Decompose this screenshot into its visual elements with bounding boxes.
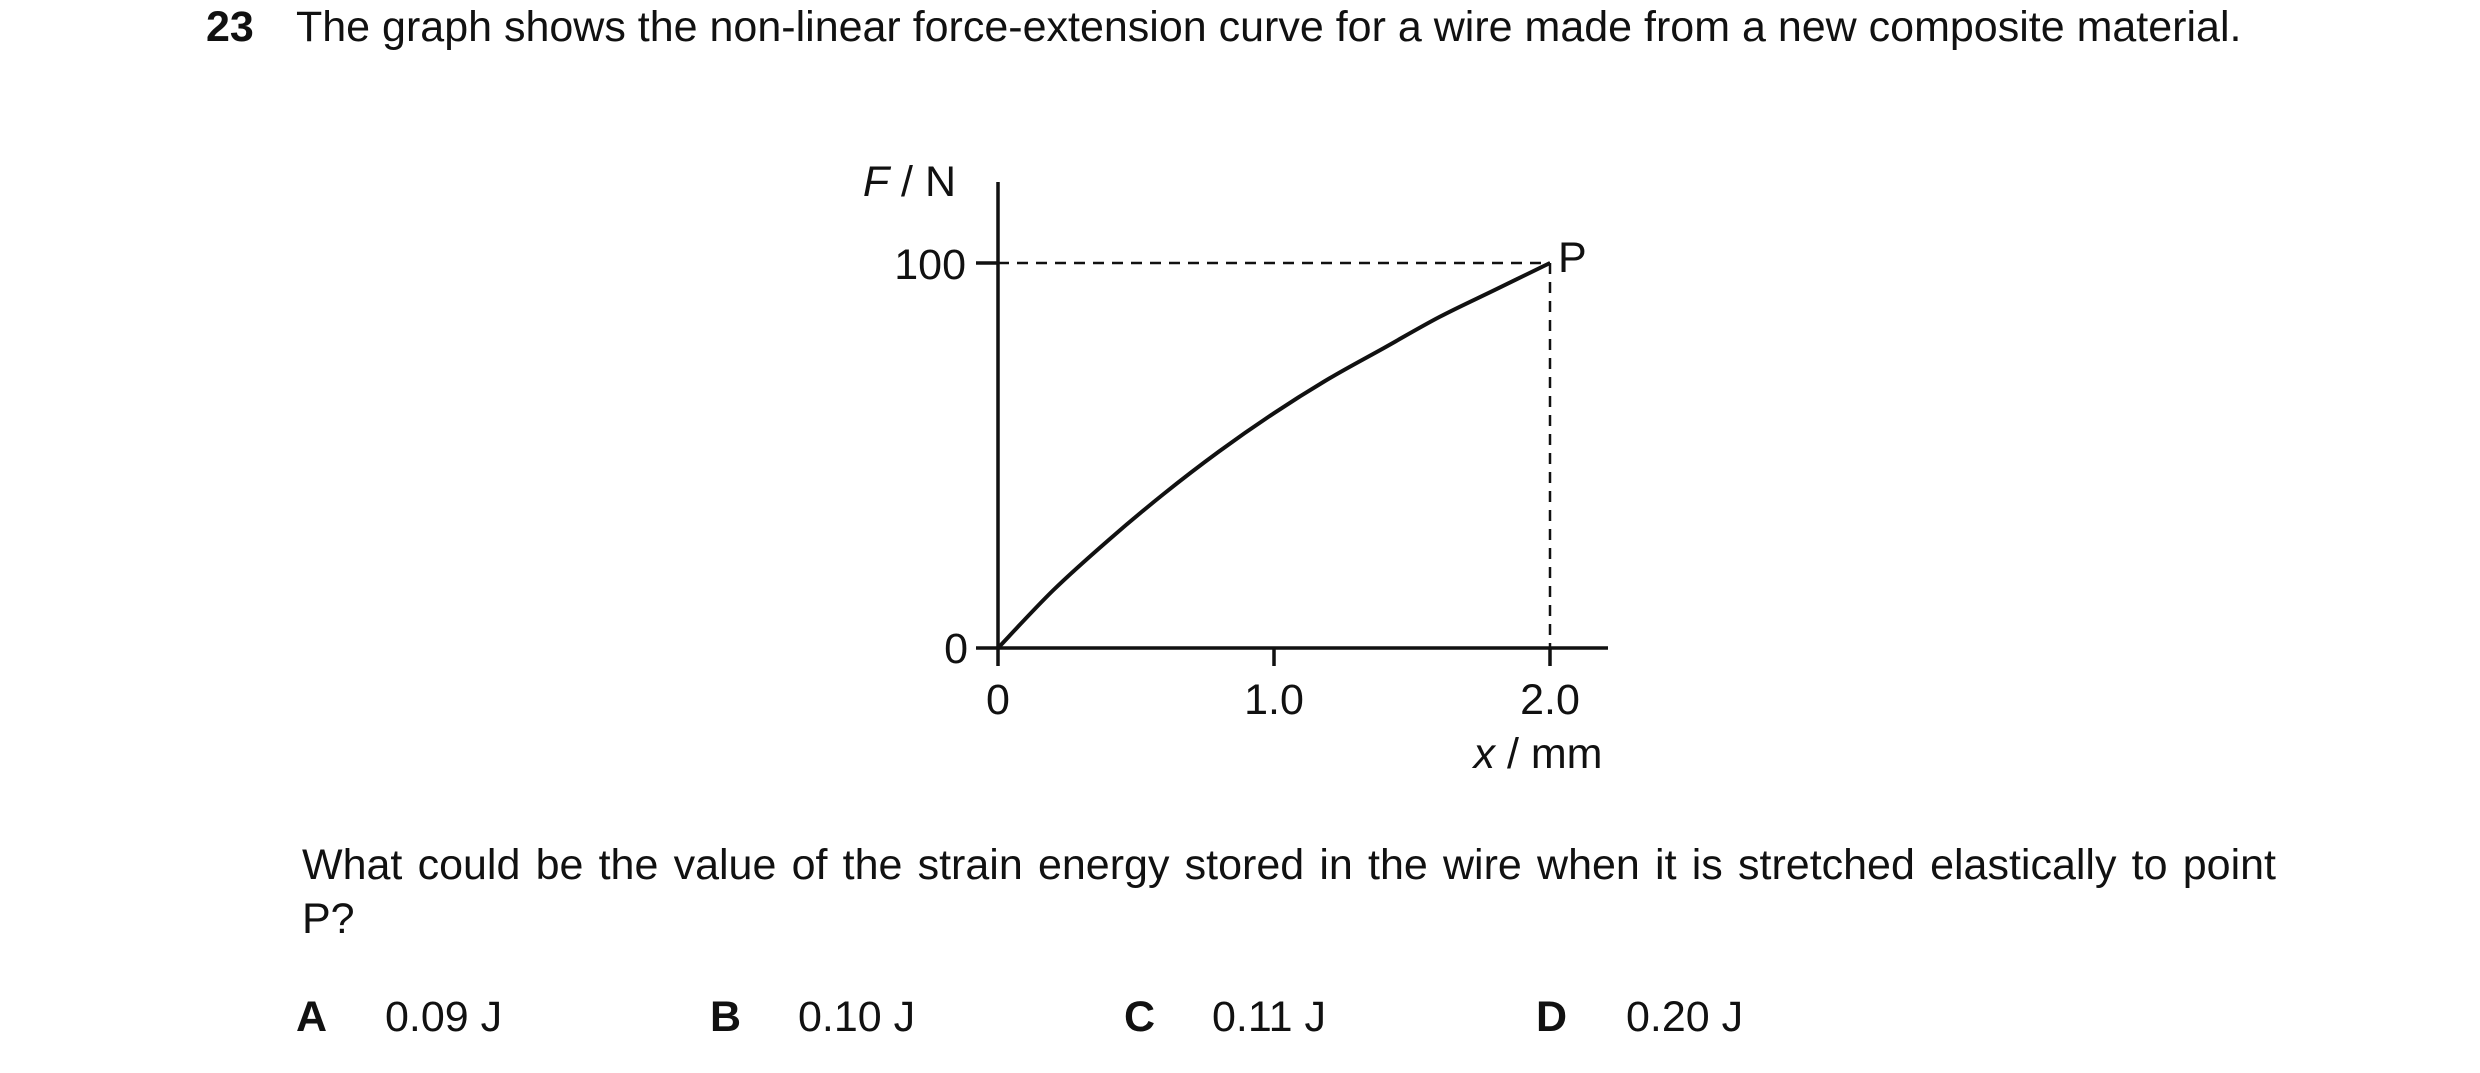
question-prompt: What could be the value of the strain en…: [302, 841, 2276, 943]
x-axis-variable: x: [1472, 730, 1497, 778]
y-axis-label: F / N: [863, 158, 956, 206]
option-b-letter: B: [710, 993, 742, 1041]
option-a-letter: A: [296, 993, 328, 1041]
option-c-value: 0.11 J: [1212, 993, 1326, 1041]
y-axis-variable: F: [863, 158, 892, 206]
option-c-letter: C: [1124, 993, 1156, 1041]
point-p-label: P: [1558, 234, 1587, 282]
option-d-letter: D: [1536, 993, 1568, 1041]
question-stem: The graph shows the non-linear force-ext…: [296, 3, 2242, 51]
x-axis-unit: mm: [1531, 730, 1603, 778]
y-tick-label-0: 0: [944, 625, 968, 673]
option-d-value: 0.20 J: [1626, 993, 1744, 1041]
x-axis-slash: /: [1495, 730, 1531, 778]
question-number: 23: [206, 3, 254, 51]
force-extension-curve: [996, 261, 1551, 650]
option-a-value: 0.09 J: [385, 993, 503, 1041]
x-tick-label-1: 1.0: [1244, 676, 1304, 724]
force-extension-graph: F / N 100 0 0 1.0 2.0 x / mm P: [863, 158, 1608, 778]
y-axis-slash: /: [889, 158, 925, 206]
x-axis-label: x / mm: [1472, 730, 1603, 778]
x-tick-label-0: 0: [986, 676, 1010, 724]
y-tick-label-100: 100: [894, 241, 966, 289]
option-b-value: 0.10 J: [798, 993, 916, 1041]
y-axis-unit: N: [925, 158, 956, 206]
x-tick-label-2: 2.0: [1520, 676, 1580, 724]
